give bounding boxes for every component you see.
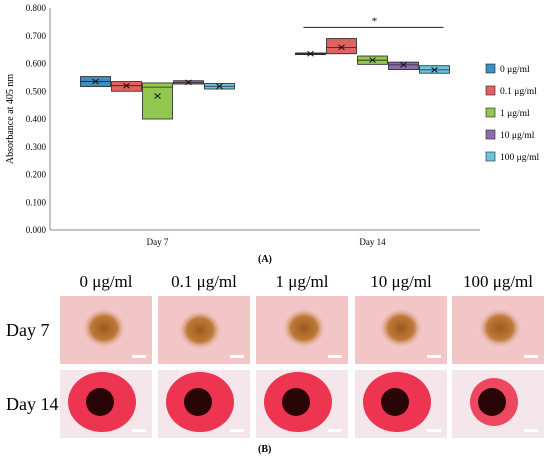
photo-row-label: Day 7 <box>6 320 50 340</box>
photo-column-label: 0 μg/ml <box>79 272 133 291</box>
mean-marker <box>369 57 376 64</box>
micrograph <box>355 370 447 438</box>
y-tick-label: 0.100 <box>26 197 47 207</box>
legend-swatch <box>485 151 496 162</box>
mean-marker <box>338 44 345 51</box>
micrograph <box>60 370 152 438</box>
box-chart: 0.000 0.100 0.200 0.300 0.400 0.500 0.600 0.700… <box>5 3 539 247</box>
legend-label: 0 μg/ml <box>500 65 530 75</box>
micrograph <box>452 296 544 364</box>
photo-column-label: 10 μg/ml <box>370 272 432 291</box>
box <box>111 81 142 92</box>
photo-column-label: 100 μg/ml <box>462 272 534 291</box>
panel-label-b: (B) <box>258 444 272 455</box>
box <box>142 82 173 120</box>
micrograph <box>60 296 152 364</box>
y-tick-label: 0.700 <box>26 31 47 41</box>
photo-column-label: 0.1 μg/ml <box>171 272 237 291</box>
micrograph <box>355 296 447 364</box>
photo-column-label: 1 μg/ml <box>275 272 329 291</box>
legend-swatch <box>485 107 496 118</box>
micrograph <box>256 370 348 438</box>
legend-label: 1 μg/ml <box>500 109 530 119</box>
legend-swatch <box>485 85 496 96</box>
y-tick-label: 0.500 <box>26 86 47 96</box>
mean-marker <box>400 62 407 68</box>
y-axis-label: Absorbance at 405 nm <box>5 74 16 164</box>
photo-row-label: Day 14 <box>6 394 59 414</box>
micrograph <box>158 370 250 438</box>
mean-marker <box>92 78 99 85</box>
micrograph <box>158 296 250 364</box>
mean-marker <box>123 82 130 89</box>
panel-label-a: (A) <box>258 254 272 265</box>
x-tick-label: Day 14 <box>359 237 386 247</box>
micrograph <box>256 296 348 364</box>
legend-swatch <box>485 129 496 140</box>
legend-label: 0.1 μg/ml <box>500 87 537 97</box>
box <box>326 38 357 55</box>
legend-swatch <box>485 63 496 74</box>
mean-marker <box>431 66 438 73</box>
x-tick-label: Day 7 <box>147 237 169 247</box>
micrograph <box>452 370 544 438</box>
mean-marker <box>185 79 192 86</box>
mean-marker <box>307 50 314 57</box>
y-tick-label: 0.300 <box>26 142 47 152</box>
y-tick-label: 0.000 <box>26 225 47 235</box>
legend-label: 10 μg/ml <box>500 131 535 141</box>
y-tick-label: 0.400 <box>26 114 47 124</box>
y-tick-label: 0.600 <box>26 59 47 69</box>
mean-marker <box>154 93 161 99</box>
mean-marker <box>216 83 223 90</box>
significance-marker: * <box>372 15 378 27</box>
y-tick-label: 0.800 <box>26 3 47 13</box>
box <box>388 61 419 71</box>
legend-label: 100 μg/ml <box>500 153 539 163</box>
y-tick-label: 0.200 <box>26 170 47 180</box>
